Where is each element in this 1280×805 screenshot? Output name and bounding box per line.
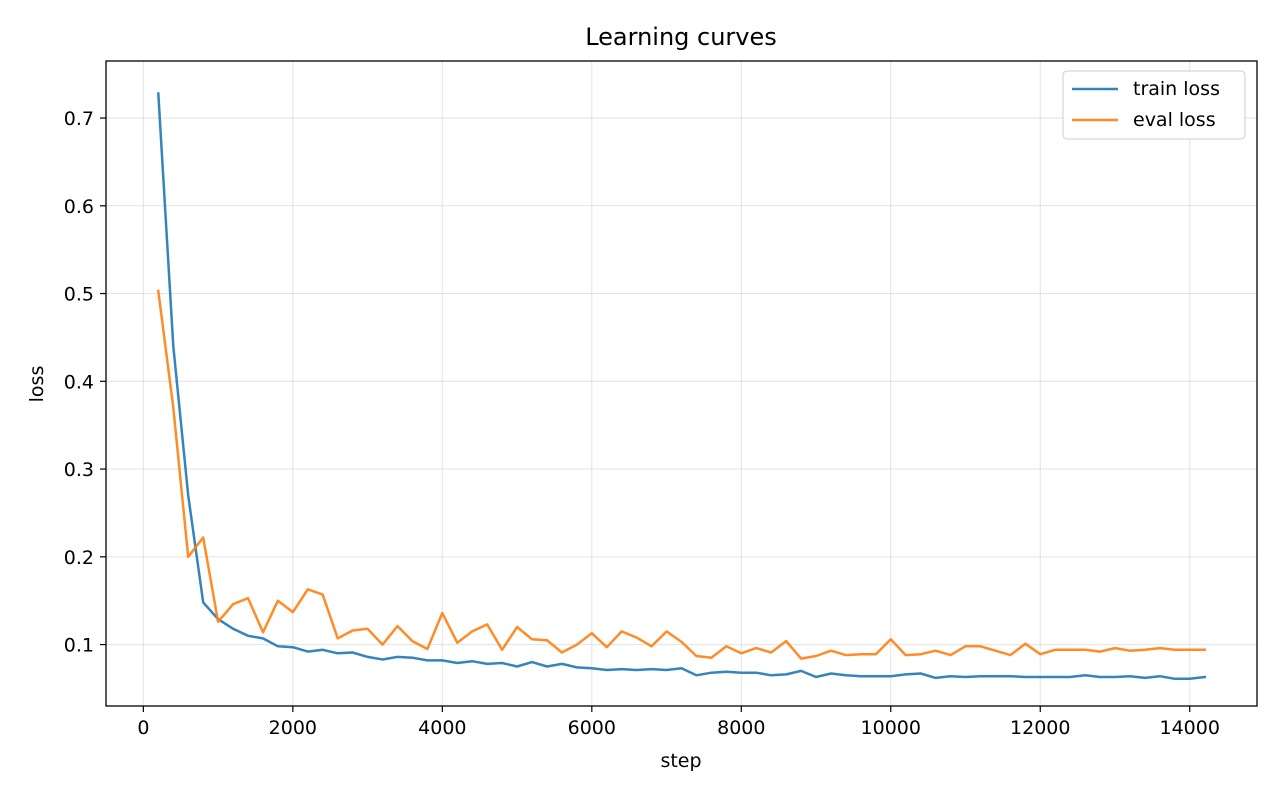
x-tick-label: 12000	[1010, 717, 1070, 739]
y-tick-label: 0.6	[64, 196, 94, 218]
series-lines	[156, 92, 1207, 681]
legend: train loss eval loss	[1062, 70, 1246, 140]
x-tick-label: 2000	[269, 717, 317, 739]
x-tick-label: 0	[137, 717, 149, 739]
x-tick-label: 14000	[1160, 717, 1220, 739]
x-tick-label: 6000	[568, 717, 616, 739]
y-tick-label: 0.1	[64, 635, 94, 657]
x-tick-label: 8000	[717, 717, 765, 739]
x-axis-label: step	[660, 750, 701, 772]
y-axis-ticks: 0.1 0.2 0.3 0.4 0.5 0.6 0.7	[64, 108, 106, 657]
legend-label-train-loss: train loss	[1133, 78, 1220, 100]
legend-label-eval-loss: eval loss	[1133, 109, 1216, 131]
y-tick-label: 0.5	[64, 284, 94, 306]
y-axis-label: loss	[26, 366, 48, 403]
chart-title: Learning curves	[585, 23, 777, 51]
series-line-eval-loss	[156, 289, 1206, 660]
x-tick-label: 10000	[861, 717, 921, 739]
x-tick-label: 4000	[418, 717, 466, 739]
y-tick-label: 0.2	[64, 547, 94, 569]
x-axis-ticks: 0 2000 4000 6000 8000 10000 12000 14000	[137, 706, 1220, 739]
y-tick-label: 0.7	[64, 108, 94, 130]
y-tick-label: 0.4	[64, 371, 94, 393]
y-tick-label: 0.3	[64, 459, 94, 481]
gridlines	[106, 61, 1257, 706]
plot-frame	[105, 60, 1258, 707]
series-line-train-loss	[156, 92, 1207, 681]
